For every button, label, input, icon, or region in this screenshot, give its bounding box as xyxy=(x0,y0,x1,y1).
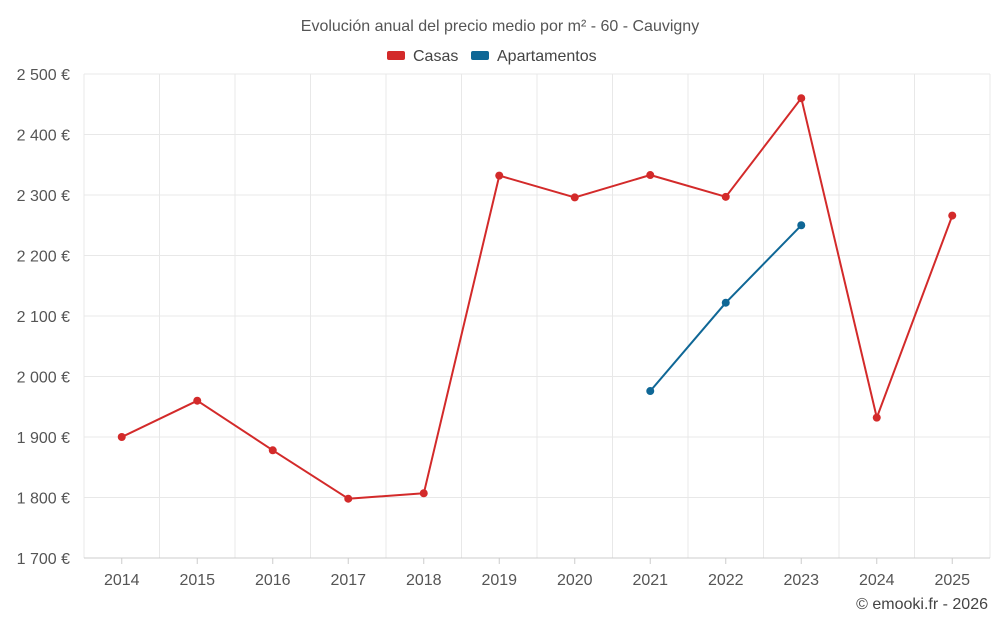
data-point-casas[interactable] xyxy=(419,489,428,498)
x-tick-label: 2023 xyxy=(783,572,819,589)
legend-label-casas: Casas xyxy=(413,48,458,65)
axes: 1 700 € 1 800 € 1 900 € 2 000 € 2 100 € 2 200… xyxy=(17,67,990,589)
legend-item-apartamentos[interactable]: Apartamentos xyxy=(471,48,597,65)
series-line-casas xyxy=(121,97,954,500)
x-tick-label: 2020 xyxy=(557,572,593,589)
x-tick-label: 2019 xyxy=(481,572,517,589)
x-tick-label: 2018 xyxy=(406,572,442,589)
legend: Casas Apartamentos xyxy=(387,48,597,65)
data-point-casas[interactable] xyxy=(344,494,353,503)
series-line-apartamentos xyxy=(649,224,803,392)
legend-label-apartamentos: Apartamentos xyxy=(497,48,597,65)
data-point-casas[interactable] xyxy=(797,94,806,103)
x-tick-label: 2017 xyxy=(330,572,366,589)
series-apartamentos xyxy=(646,221,806,396)
x-tick-label: 2016 xyxy=(255,572,291,589)
legend-item-casas[interactable]: Casas xyxy=(387,48,458,65)
y-tick-label: 2 400 € xyxy=(17,128,70,145)
data-point-casas[interactable] xyxy=(570,193,579,202)
chart-title: Evolución anual del precio medio por m² … xyxy=(301,18,699,35)
data-point-casas[interactable] xyxy=(268,446,277,455)
y-tick-label: 2 300 € xyxy=(17,188,70,205)
y-tick-label: 1 800 € xyxy=(17,491,70,508)
data-point-casas[interactable] xyxy=(193,396,202,405)
data-point-casas[interactable] xyxy=(721,192,730,201)
data-point-casas[interactable] xyxy=(495,171,504,180)
legend-swatch-casas xyxy=(387,51,405,60)
x-tick-label: 2022 xyxy=(708,572,744,589)
legend-swatch-apartamentos xyxy=(471,51,489,60)
data-point-casas[interactable] xyxy=(872,413,881,422)
x-tick-label: 2021 xyxy=(632,572,668,589)
data-point-casas[interactable] xyxy=(646,171,655,180)
x-tick-label: 2014 xyxy=(104,572,140,589)
data-point-casas[interactable] xyxy=(117,433,126,441)
y-tick-label: 2 500 € xyxy=(17,67,70,84)
data-point-apartamentos[interactable] xyxy=(721,298,730,307)
data-point-apartamentos[interactable] xyxy=(646,387,655,396)
series-casas xyxy=(117,94,957,503)
series-layer xyxy=(117,94,957,503)
y-tick-label: 2 100 € xyxy=(17,309,70,326)
y-tick-label: 2 000 € xyxy=(17,370,70,387)
y-tick-label: 1 900 € xyxy=(17,430,70,447)
y-tick-label: 2 200 € xyxy=(17,249,70,266)
data-point-apartamentos[interactable] xyxy=(797,221,806,230)
x-tick-label: 2015 xyxy=(179,572,215,589)
x-tick-label: 2024 xyxy=(859,572,895,589)
x-tick-label: 2025 xyxy=(934,572,970,589)
credit-text: © emooki.fr - 2026 xyxy=(856,596,988,613)
data-point-casas[interactable] xyxy=(948,211,957,220)
grid xyxy=(83,73,991,558)
y-tick-label: 1 700 € xyxy=(17,551,70,568)
